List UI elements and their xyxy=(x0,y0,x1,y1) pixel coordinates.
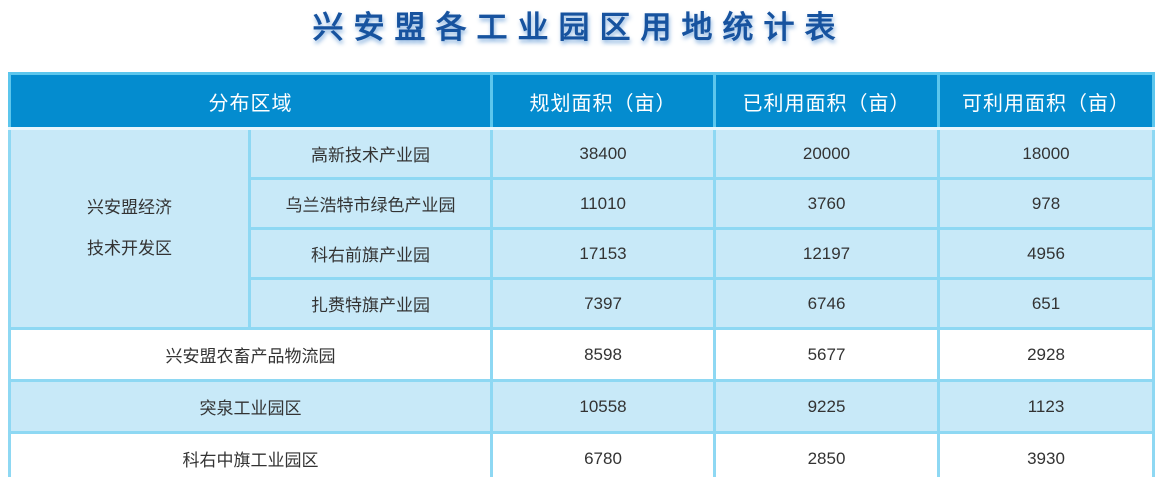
cell-used-value: 5677 xyxy=(713,327,940,382)
cell-park-name: 扎赉特旗产业园 xyxy=(248,277,493,330)
cell-planned-value: 11010 xyxy=(490,177,716,230)
cell-used-value: 2850 xyxy=(713,431,940,477)
cell-used-value: 20000 xyxy=(713,127,940,180)
table-header-row: 分布区域 规划面积（亩） 已利用面积（亩） 可利用面积（亩） xyxy=(8,72,1155,130)
cell-available-value: 18000 xyxy=(937,127,1155,180)
cell-available-value: 651 xyxy=(937,277,1155,330)
cell-park-name: 突泉工业园区 xyxy=(8,379,493,434)
table-row: 乌兰浩特市绿色产业园 11010 3760 978 xyxy=(10,177,1155,230)
cell-available-value: 1123 xyxy=(937,379,1155,434)
cell-available-value: 978 xyxy=(937,177,1155,230)
group-cell-development-zone: 兴安盟经济 技术开发区 xyxy=(8,127,251,330)
header-planned-area: 规划面积（亩） xyxy=(490,72,716,130)
cell-available-value: 3930 xyxy=(937,431,1155,477)
cell-planned-value: 6780 xyxy=(490,431,716,477)
header-used-area: 已利用面积（亩） xyxy=(713,72,940,130)
table-row: 科右前旗产业园 17153 12197 4956 xyxy=(10,227,1155,280)
cell-used-value: 12197 xyxy=(713,227,940,280)
group-line-1: 兴安盟经济 xyxy=(87,197,172,217)
table-row: 兴安盟经济 技术开发区 高新技术产业园 38400 20000 18000 xyxy=(8,127,1155,330)
cell-used-value: 3760 xyxy=(713,177,940,230)
cell-available-value: 4956 xyxy=(937,227,1155,280)
table-row: 突泉工业园区 10558 9225 1123 xyxy=(8,379,1155,434)
page-title: 兴安盟各工业园区用地统计表 xyxy=(312,10,846,45)
table-row: 兴安盟农畜产品物流园 8598 5677 2928 xyxy=(8,327,1155,382)
cell-park-name: 科右前旗产业园 xyxy=(248,227,493,280)
cell-used-value: 6746 xyxy=(713,277,940,330)
cell-planned-value: 10558 xyxy=(490,379,716,434)
header-region: 分布区域 xyxy=(8,72,493,130)
table-row: 科右中旗工业园区 6780 2850 3930 xyxy=(8,431,1155,477)
cell-planned-value: 38400 xyxy=(490,127,716,180)
land-use-stats-table: 分布区域 规划面积（亩） 已利用面积（亩） 可利用面积（亩） 兴安盟经济 技术开… xyxy=(8,72,1155,477)
group-line-2: 技术开发区 xyxy=(87,239,172,258)
cell-planned-value: 7397 xyxy=(490,277,716,330)
cell-used-value: 9225 xyxy=(713,379,940,434)
cell-park-name: 乌兰浩特市绿色产业园 xyxy=(248,177,493,230)
cell-park-name: 科右中旗工业园区 xyxy=(8,431,493,477)
cell-planned-value: 17153 xyxy=(490,227,716,280)
cell-park-name: 兴安盟农畜产品物流园 xyxy=(8,327,493,382)
header-available-area: 可利用面积（亩） xyxy=(937,72,1155,130)
cell-park-name: 高新技术产业园 xyxy=(248,127,493,180)
table-row: 扎赉特旗产业园 7397 6746 651 xyxy=(10,277,1155,330)
cell-available-value: 2928 xyxy=(937,327,1155,382)
cell-planned-value: 8598 xyxy=(490,327,716,382)
